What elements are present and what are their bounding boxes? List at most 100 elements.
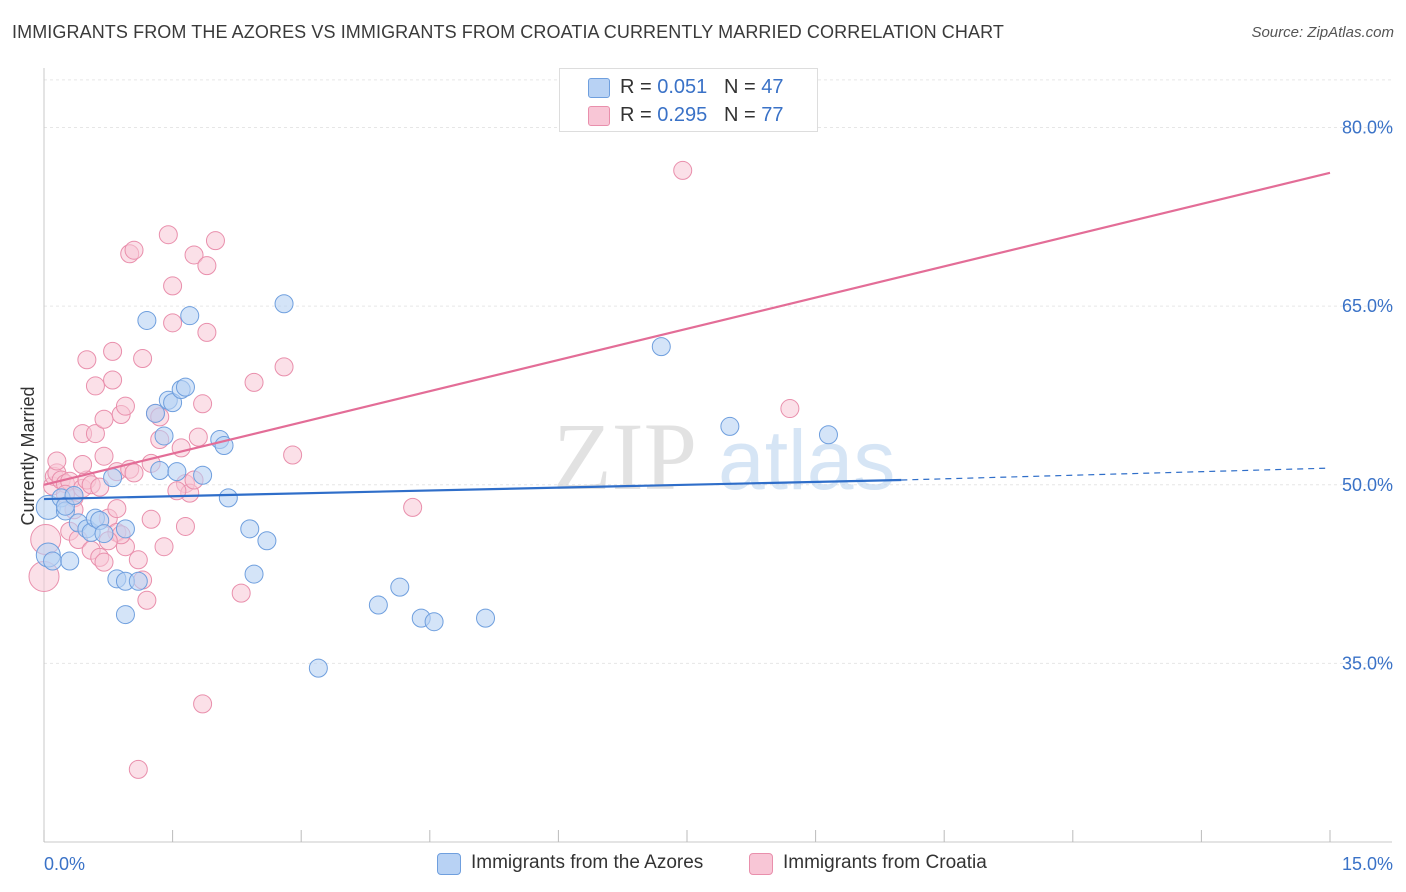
- azores-point: [218, 488, 238, 508]
- croatia-point: [73, 455, 93, 475]
- croatia-point: [94, 552, 114, 572]
- azores-point: [145, 403, 165, 423]
- trend-lines: [43, 171, 1331, 501]
- croatia-point: [197, 256, 217, 276]
- azores-trend-extension: [901, 467, 1331, 481]
- x-tick-label: 15.0%: [1342, 854, 1393, 874]
- croatia-point: [90, 477, 110, 497]
- azores-point: [115, 605, 135, 625]
- azores-point: [368, 595, 388, 615]
- croatia-point: [673, 160, 693, 180]
- croatia-point: [780, 399, 800, 419]
- croatia-point: [85, 376, 105, 396]
- legend-n-label: N =: [723, 104, 762, 126]
- azores-point: [154, 426, 174, 446]
- x-tick-label: 0.0%: [44, 854, 85, 874]
- azores-point: [308, 658, 328, 678]
- azores-point: [128, 571, 148, 591]
- y-axis-title: Currently Married: [18, 386, 38, 525]
- azores-point: [60, 551, 80, 571]
- croatia-point: [193, 394, 213, 414]
- croatia-point: [133, 349, 153, 369]
- azores-point: [651, 337, 671, 357]
- azores-point: [137, 310, 157, 330]
- legend-n-value-croatia: 77: [761, 104, 784, 126]
- croatia-point: [184, 245, 204, 265]
- legend-r-value-azores: 0.051: [657, 76, 708, 98]
- croatia-point: [141, 509, 161, 529]
- croatia-point: [103, 370, 123, 390]
- legend-swatch-croatia: [749, 853, 773, 875]
- croatia-point: [158, 225, 178, 245]
- axes: [43, 68, 1392, 843]
- legend-n-value-azores: 47: [761, 76, 784, 98]
- croatia-point: [107, 499, 127, 519]
- croatia-point: [403, 497, 423, 517]
- azores-trend-line: [43, 478, 902, 501]
- legend-n-label: N =: [723, 76, 762, 98]
- croatia-point: [197, 322, 217, 342]
- azores-point: [720, 416, 740, 436]
- croatia-point: [154, 537, 174, 557]
- chart-title: IMMIGRANTS FROM THE AZORES VS IMMIGRANTS…: [12, 22, 1004, 42]
- source-label: Source: ZipAtlas.com: [1251, 24, 1394, 41]
- croatia-point: [171, 438, 191, 458]
- croatia-point: [124, 240, 144, 260]
- croatia-point: [188, 427, 208, 447]
- azores-point: [274, 294, 294, 314]
- croatia-point: [124, 463, 144, 483]
- watermark: ZIP atlas: [553, 403, 895, 510]
- croatia-point: [47, 451, 67, 471]
- croatia-point: [244, 372, 264, 392]
- croatia-point: [205, 231, 225, 251]
- legend-r-label: R =: [620, 104, 658, 126]
- azores-point: [476, 608, 496, 628]
- legend-r-value-croatia: 0.295: [657, 104, 708, 126]
- croatia-point: [128, 550, 148, 570]
- azores-point: [175, 377, 195, 397]
- croatia-point: [103, 341, 123, 361]
- azores-point: [163, 393, 183, 413]
- legend-stats: R = 0.051 N = 47 R = 0.295 N = 77: [559, 68, 818, 132]
- legend-swatch-croatia: [588, 106, 610, 126]
- azores-point: [115, 519, 135, 539]
- y-tick-label: 35.0%: [1342, 653, 1393, 673]
- croatia-point: [85, 424, 105, 444]
- y-tick-label: 65.0%: [1342, 296, 1393, 316]
- azores-point: [818, 425, 838, 445]
- azores-point: [94, 524, 114, 544]
- croatia-point: [163, 276, 183, 296]
- azores-point: [257, 531, 277, 551]
- watermark-zip: ZIP: [553, 403, 697, 510]
- legend-swatch-azores: [588, 78, 610, 98]
- croatia-point: [128, 759, 148, 779]
- azores-points: [35, 294, 838, 678]
- watermark-atlas: atlas: [718, 413, 895, 507]
- azores-point: [180, 306, 200, 326]
- legend-label-croatia: Immigrants from Croatia: [783, 852, 987, 873]
- croatia-point: [175, 516, 195, 536]
- azores-point: [103, 468, 123, 488]
- croatia-point: [193, 694, 213, 714]
- tick-labels: 35.0% 50.0% 65.0% 80.0% 0.0% 15.0%: [44, 118, 1393, 874]
- legend-swatch-azores: [437, 853, 461, 875]
- azores-point: [193, 465, 213, 485]
- azores-point: [64, 485, 84, 505]
- azores-point: [424, 612, 444, 632]
- azores-point: [43, 551, 63, 571]
- croatia-point: [115, 396, 135, 416]
- azores-point: [240, 519, 260, 539]
- croatia-point: [163, 313, 183, 333]
- y-tick-label: 80.0%: [1342, 118, 1393, 138]
- azores-point: [390, 577, 410, 597]
- croatia-point: [77, 350, 97, 370]
- croatia-trend-line: [43, 171, 1331, 486]
- croatia-point: [274, 357, 294, 377]
- croatia-point: [231, 583, 251, 603]
- y-tick-label: 50.0%: [1342, 475, 1393, 495]
- legend-r-label: R =: [620, 76, 658, 98]
- azores-point: [150, 460, 170, 480]
- croatia-point: [283, 445, 303, 465]
- croatia-point: [94, 446, 114, 466]
